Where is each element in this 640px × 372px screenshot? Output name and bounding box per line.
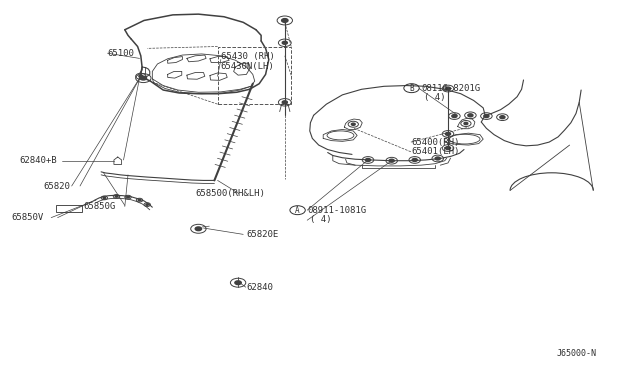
Circle shape [412,158,417,161]
Text: 08116-8201G: 08116-8201G [422,84,481,93]
Text: 65820: 65820 [44,182,70,190]
Text: 65430N(LH): 65430N(LH) [221,62,275,71]
Text: 08911-1081G: 08911-1081G [308,206,367,215]
Circle shape [445,87,451,90]
Circle shape [464,122,468,125]
Text: B: B [409,84,414,93]
Text: 65430 (RH): 65430 (RH) [221,52,275,61]
Text: 65820E: 65820E [246,230,278,239]
Circle shape [282,101,287,104]
Circle shape [115,196,118,197]
Circle shape [452,115,457,118]
Circle shape [445,132,451,135]
Circle shape [103,197,106,199]
Circle shape [435,157,440,160]
Circle shape [389,159,394,162]
Text: ( 4): ( 4) [424,93,446,102]
Text: 65850G: 65850G [83,202,115,211]
Bar [56,205,82,212]
Text: 65100: 65100 [108,49,134,58]
Text: A: A [295,206,300,215]
Bar [218,46,291,104]
Circle shape [484,115,489,118]
Circle shape [127,196,129,198]
Text: ( 4): ( 4) [310,215,332,224]
Circle shape [138,199,141,201]
Circle shape [500,116,505,119]
Text: 65400(RH): 65400(RH) [411,138,460,147]
Text: J65000-N: J65000-N [557,349,596,358]
Circle shape [139,75,143,77]
Circle shape [235,281,241,285]
Circle shape [195,227,202,231]
Circle shape [140,76,147,80]
Text: 62840+B: 62840+B [19,156,57,165]
Text: 62840: 62840 [246,283,273,292]
Circle shape [282,41,287,44]
Circle shape [146,204,148,205]
Circle shape [365,158,371,161]
Text: 658500(RH&LH): 658500(RH&LH) [195,189,265,198]
Circle shape [351,123,355,125]
Text: 65850V: 65850V [12,213,44,222]
Circle shape [445,147,451,150]
Text: 65401(LH): 65401(LH) [411,147,460,156]
Circle shape [282,19,288,22]
Circle shape [468,114,473,117]
